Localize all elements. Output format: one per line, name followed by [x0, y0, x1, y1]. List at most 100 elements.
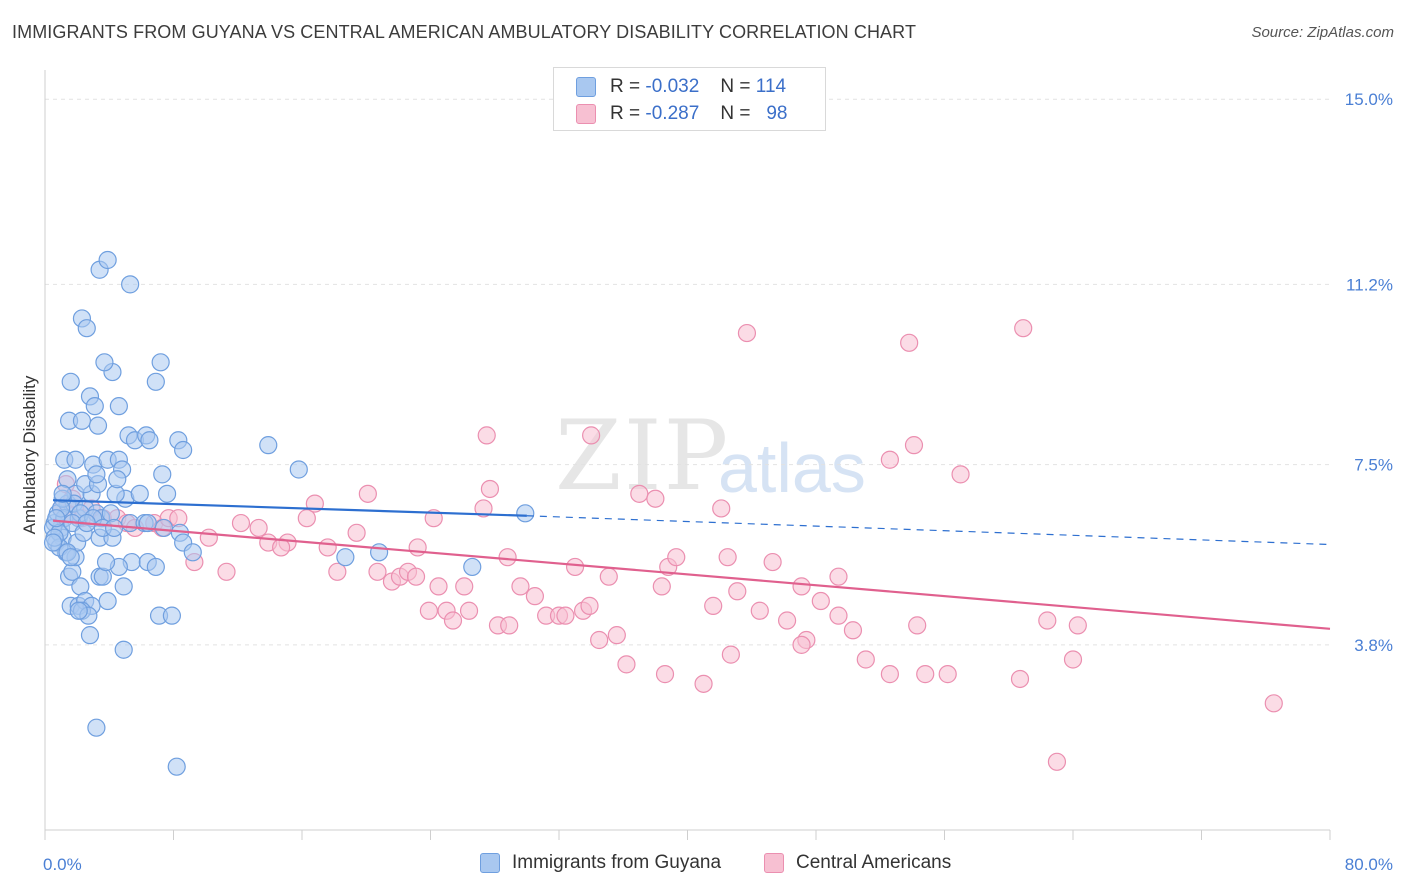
central-americans-point: [728, 582, 747, 601]
central-americans-point: [916, 665, 935, 684]
guyana-point: [88, 416, 108, 435]
guyana-point: [121, 275, 140, 294]
central-americans-point: [829, 567, 848, 586]
central-americans-point: [951, 465, 970, 484]
guyana-point: [114, 640, 133, 659]
central-americans-point: [556, 606, 575, 625]
y-tick-label: 11.2%: [1346, 275, 1393, 294]
guyana-point: [140, 431, 159, 450]
guyana-point: [108, 470, 127, 489]
central-americans-point: [904, 436, 924, 455]
central-americans-point: [1068, 616, 1087, 635]
series-swatch-blue: [480, 853, 500, 873]
legend-row-central-americans: R = -0.287 N = 98: [576, 101, 787, 127]
central-americans-point: [347, 523, 366, 542]
guyana-point: [463, 557, 482, 577]
guyana-point: [167, 757, 186, 776]
legend-n-label: N =: [720, 103, 751, 124]
trend-lines: [52, 499, 1331, 630]
guyana-point: [98, 250, 117, 270]
legend-n-label: N =: [720, 76, 751, 97]
legend-n-value: 98: [766, 103, 788, 124]
series-legend-label: Immigrants from Guyana: [512, 852, 722, 873]
guyana-point: [87, 465, 106, 484]
legend-r-value: -0.287: [645, 103, 700, 124]
guyana-point: [114, 577, 133, 596]
central-americans-point: [880, 450, 899, 469]
y-axis-title: Ambulatory Disability: [20, 375, 39, 534]
y-tick-label: 7.5%: [1354, 456, 1393, 475]
central-americans-point: [249, 518, 268, 538]
guyana-point: [85, 397, 104, 416]
guyana-point: [69, 601, 88, 620]
guyana-point: [516, 504, 535, 523]
central-americans-point: [498, 548, 517, 567]
guyana-point: [109, 397, 128, 416]
central-americans-point: [199, 528, 218, 547]
series-legend-label: Central Americans: [796, 852, 952, 873]
central-americans-point: [511, 577, 530, 596]
guyana-point: [77, 319, 96, 338]
guyana-trend-extension: [526, 515, 1331, 546]
central-americans-point: [582, 426, 601, 445]
central-americans-point: [368, 562, 387, 581]
central-americans-point: [646, 489, 665, 508]
central-americans-point: [718, 548, 737, 567]
guyana-point: [61, 548, 80, 567]
central-americans-point: [565, 557, 585, 577]
central-americans-point: [938, 665, 957, 684]
central-americans-point: [712, 499, 731, 518]
central-americans-point: [455, 577, 474, 596]
correlation-legend: R = -0.032 N = 114 R = -0.287 N = 98: [553, 67, 826, 131]
legend-r-value: -0.032: [645, 76, 700, 97]
guyana-point: [153, 465, 172, 484]
guyana-point: [146, 557, 165, 577]
central-americans-point: [599, 567, 618, 586]
central-americans-point: [474, 499, 493, 518]
central-americans-point: [318, 538, 337, 557]
central-americans-point: [1038, 611, 1057, 630]
series-legend-guyana: Immigrants from Guyana: [480, 852, 721, 874]
guyana-point: [61, 372, 80, 391]
guyana-point: [53, 484, 72, 503]
series-swatch-pink: [764, 853, 784, 873]
guyana-point: [72, 411, 92, 430]
legend-r-label: R =: [610, 76, 641, 97]
guyana-point: [336, 548, 355, 567]
guyana-point: [146, 372, 165, 391]
central-americans-point: [900, 333, 919, 352]
tick-labels: 3.8% 7.5% 11.2% 15.0% 0.0% 80.0%: [43, 90, 1393, 874]
central-americans-point: [231, 513, 251, 533]
central-americans-point: [617, 655, 636, 674]
central-americans-point: [419, 601, 438, 620]
central-americans-point: [477, 426, 496, 445]
central-americans-point: [667, 548, 686, 567]
central-americans-point: [694, 674, 713, 693]
central-americans-point: [297, 509, 316, 528]
central-americans-point: [829, 606, 848, 625]
guyana-point: [95, 353, 114, 372]
central-americans-point: [792, 577, 811, 596]
series-legend: Immigrants from Guyana Central Americans: [0, 852, 1406, 878]
legend-n-value: 114: [755, 76, 787, 97]
y-tick-label: 15.0%: [1345, 90, 1393, 109]
central-americans-point: [1264, 694, 1283, 713]
central-americans-point: [704, 596, 723, 615]
guyana-trend-line: [52, 499, 527, 517]
central-americans-point: [763, 552, 782, 572]
guyana-point: [98, 591, 117, 611]
central-americans-point: [737, 323, 757, 343]
central-americans-point: [1010, 669, 1030, 689]
chart-title: IMMIGRANTS FROM GUYANA VS CENTRAL AMERIC…: [12, 22, 917, 42]
x-tick-label: 80.0%: [1345, 855, 1393, 874]
y-tick-label: 3.8%: [1354, 636, 1393, 655]
gridlines: [45, 98, 1330, 646]
legend-r-label: R =: [610, 103, 641, 124]
series-legend-central-americans: Central Americans: [764, 852, 951, 874]
central-americans-point: [328, 562, 347, 581]
central-americans-point: [777, 611, 797, 630]
data-points: [43, 250, 1283, 776]
central-americans-point: [655, 665, 675, 684]
central-americans-point: [500, 616, 519, 635]
